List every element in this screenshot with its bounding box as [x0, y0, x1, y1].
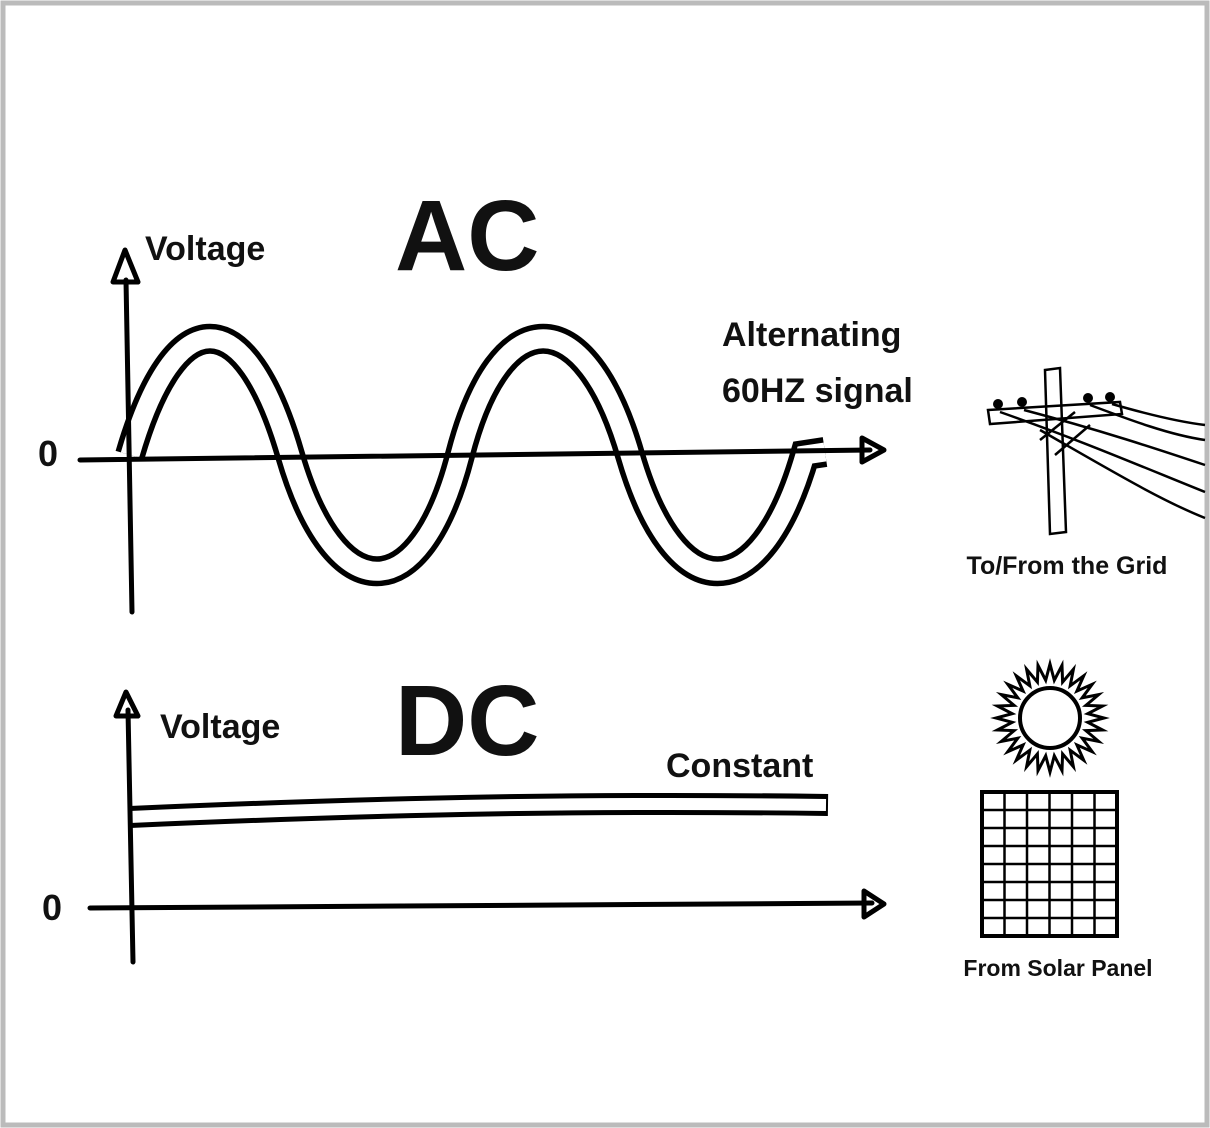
dc-caption: Constant [666, 747, 813, 785]
dc-x-axis [87, 900, 875, 911]
solar-panel [980, 790, 1119, 938]
ac-caption: 60HZ signal [722, 372, 913, 410]
ac-y-label: Voltage [145, 230, 265, 268]
dc-y-axis [125, 707, 136, 965]
dc-line-inner [129, 797, 827, 823]
utility-pole [986, 366, 1206, 536]
sun [990, 658, 1110, 778]
ac-x-arrow [859, 435, 887, 465]
ac-caption: Alternating [722, 316, 901, 354]
ac-origin: 0 [38, 433, 58, 474]
dc-y-label: Voltage [160, 708, 280, 746]
dc-origin: 0 [42, 887, 62, 928]
ac-title: AC [395, 180, 539, 292]
ac-y-arrow [110, 247, 141, 285]
dc-y-arrow [113, 689, 141, 719]
ac-x-axis [77, 447, 873, 463]
dc-x-arrow [861, 888, 887, 920]
dc-title: DC [395, 665, 539, 777]
grid-label: To/From the Grid [967, 552, 1168, 580]
ac-y-axis [123, 277, 135, 615]
solar-label: From Solar Panel [963, 955, 1152, 981]
